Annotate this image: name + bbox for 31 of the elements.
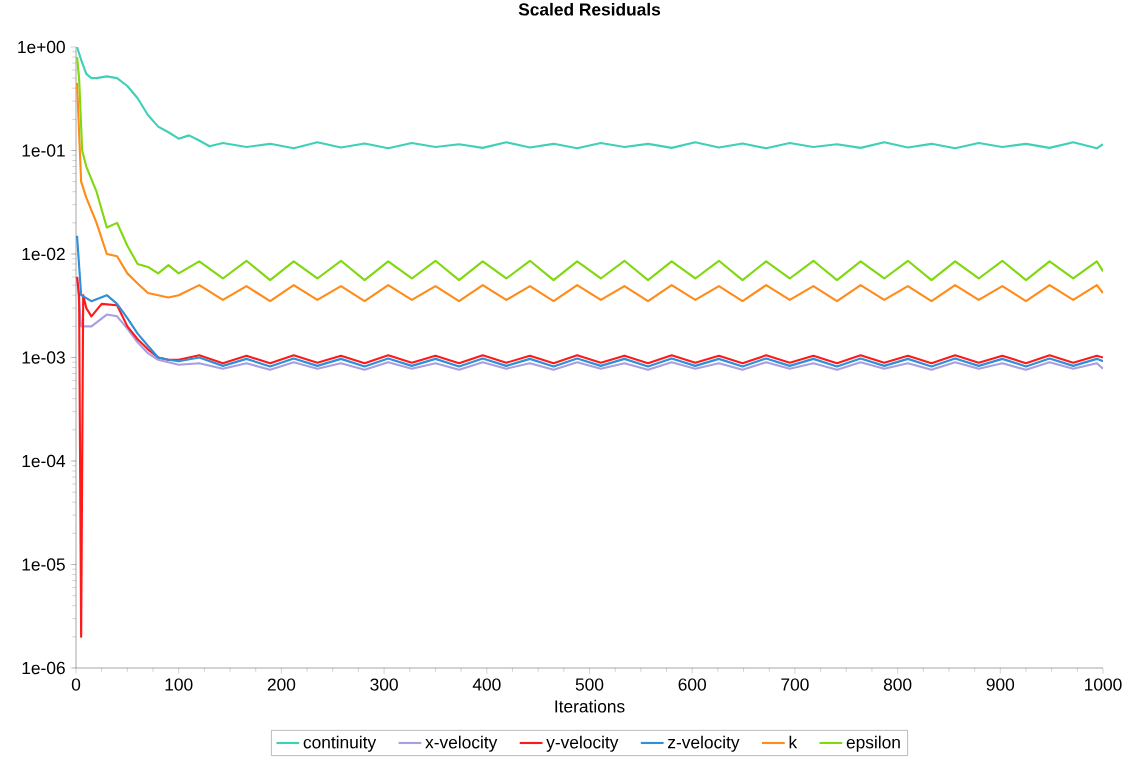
x-tick-label: 800 [883, 678, 912, 691]
y-tick-label: 1e-01 [22, 144, 65, 157]
legend-label: x-velocity [425, 735, 498, 752]
legend-label: continuity [303, 735, 377, 752]
y-tick-label: 1e-03 [22, 351, 65, 364]
legend-label: k [789, 735, 798, 749]
line-series [76, 81, 1103, 303]
y-tick-label: 1e-06 [22, 661, 65, 675]
x-tick-label: 400 [472, 678, 501, 691]
x-tick-label: 600 [678, 678, 706, 691]
x-tick-label: 200 [267, 678, 296, 691]
y-tick-label: 1e-02 [22, 247, 65, 261]
legend-label: epsilon [846, 735, 900, 752]
line-series [76, 234, 1103, 368]
x-axis-title: Iterations [555, 699, 625, 713]
line-series [76, 47, 1103, 150]
x-tick-label: 100 [165, 678, 193, 691]
y-tick-label: 1e+00 [18, 40, 65, 54]
line-series [76, 55, 1103, 282]
x-tick-label: 500 [575, 678, 604, 691]
chart-title: Scaled Residuals [518, 2, 661, 16]
x-tick-label: 700 [781, 678, 809, 691]
x-tick-label: 900 [986, 678, 1015, 691]
x-tick-label: 0 [71, 678, 81, 691]
x-tick-label: 300 [370, 678, 398, 691]
x-tick-label: 1000 [1085, 678, 1122, 691]
y-tick-label: 1e-04 [22, 454, 66, 468]
y-tick-label: 1e-05 [22, 558, 65, 571]
legend-label: z-velocity [668, 735, 740, 752]
line-series [76, 275, 1103, 638]
legend-label: y-velocity [546, 735, 619, 752]
